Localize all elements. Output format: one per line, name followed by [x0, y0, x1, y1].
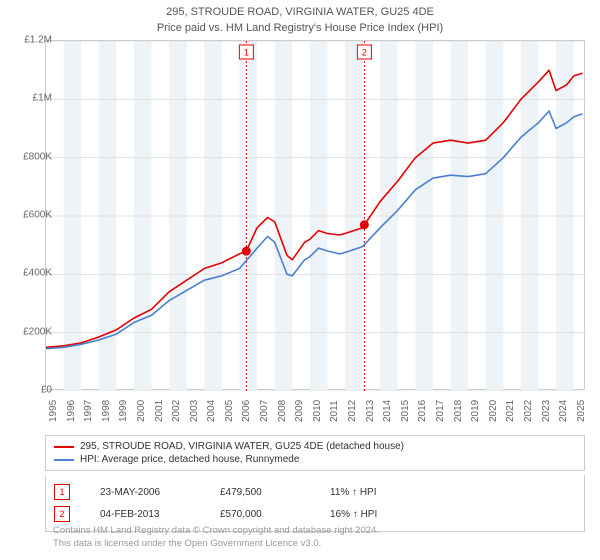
svg-text:2: 2 — [362, 48, 367, 58]
x-tick-label: 2003 — [189, 400, 200, 422]
chart-svg: 12 — [46, 41, 586, 391]
sales-row-1: 1 23-MAY-2006 £479,500 11% ↑ HPI — [54, 481, 576, 503]
credits-line-1: Contains HM Land Registry data © Crown c… — [53, 525, 379, 538]
x-tick-label: 1995 — [48, 400, 59, 422]
x-tick-label: 2000 — [136, 400, 147, 422]
y-tick-label: £400K — [23, 268, 52, 279]
sale-price-1: £479,500 — [220, 487, 300, 498]
sale-date-2: 04-FEB-2013 — [100, 509, 190, 520]
x-tick-label: 2021 — [505, 400, 516, 422]
sale-marker-1: 1 — [54, 484, 70, 500]
x-tick-label: 2022 — [523, 400, 534, 422]
x-tick-label: 2009 — [294, 400, 305, 422]
y-tick-label: £1M — [33, 93, 52, 104]
x-tick-label: 2005 — [224, 400, 235, 422]
x-tick-label: 2025 — [576, 400, 587, 422]
x-tick-label: 2014 — [382, 400, 393, 422]
x-tick-label: 2024 — [558, 400, 569, 422]
x-tick-label: 2001 — [154, 400, 165, 422]
x-tick-label: 2008 — [277, 400, 288, 422]
x-tick-label: 1997 — [83, 400, 94, 422]
x-tick-label: 2017 — [435, 400, 446, 422]
x-tick-label: 2002 — [171, 400, 182, 422]
legend: 295, STROUDE ROAD, VIRGINIA WATER, GU25 … — [45, 435, 585, 471]
x-tick-label: 2016 — [417, 400, 428, 422]
y-tick-label: £800K — [23, 151, 52, 162]
sales-row-2: 2 04-FEB-2013 £570,000 16% ↑ HPI — [54, 503, 576, 525]
sale-date-1: 23-MAY-2006 — [100, 487, 190, 498]
x-tick-label: 2015 — [400, 400, 411, 422]
y-tick-label: £600K — [23, 210, 52, 221]
x-tick-label: 1999 — [118, 400, 129, 422]
credits: Contains HM Land Registry data © Crown c… — [53, 525, 379, 551]
x-tick-label: 2012 — [347, 400, 358, 422]
chart-title-2: Price paid vs. HM Land Registry's House … — [0, 22, 600, 34]
credits-line-2: This data is licensed under the Open Gov… — [53, 538, 379, 551]
legend-swatch-property — [54, 446, 74, 448]
x-tick-label: 2007 — [259, 400, 270, 422]
sale-price-2: £570,000 — [220, 509, 300, 520]
legend-label-hpi: HPI: Average price, detached house, Runn… — [80, 454, 299, 465]
y-tick-label: £200K — [23, 326, 52, 337]
x-tick-label: 2004 — [206, 400, 217, 422]
y-tick-label: £0 — [41, 385, 52, 396]
legend-item-hpi: HPI: Average price, detached house, Runn… — [54, 453, 576, 466]
x-tick-label: 2013 — [365, 400, 376, 422]
sale-marker-2-num: 2 — [59, 509, 64, 519]
legend-swatch-hpi — [54, 459, 74, 461]
x-tick-label: 2011 — [329, 400, 340, 422]
x-tick-label: 1998 — [101, 400, 112, 422]
svg-text:1: 1 — [244, 48, 249, 58]
x-tick-label: 2020 — [488, 400, 499, 422]
sale-delta-2: 16% ↑ HPI — [330, 509, 377, 520]
chart-title-1: 295, STROUDE ROAD, VIRGINIA WATER, GU25 … — [0, 6, 600, 18]
x-tick-label: 2019 — [470, 400, 481, 422]
x-tick-label: 2006 — [241, 400, 252, 422]
legend-item-property: 295, STROUDE ROAD, VIRGINIA WATER, GU25 … — [54, 440, 576, 453]
x-tick-label: 1996 — [66, 400, 77, 422]
sale-delta-1: 11% ↑ HPI — [330, 487, 377, 498]
y-tick-label: £1.2M — [24, 35, 52, 46]
sales-table: 1 23-MAY-2006 £479,500 11% ↑ HPI 2 04-FE… — [45, 475, 585, 532]
chart-plot-area: 12 — [45, 40, 585, 390]
x-tick-label: 2023 — [541, 400, 552, 422]
x-tick-label: 2010 — [312, 400, 323, 422]
legend-label-property: 295, STROUDE ROAD, VIRGINIA WATER, GU25 … — [80, 441, 404, 452]
x-tick-label: 2018 — [453, 400, 464, 422]
sale-marker-2: 2 — [54, 506, 70, 522]
sale-marker-1-num: 1 — [59, 487, 64, 497]
